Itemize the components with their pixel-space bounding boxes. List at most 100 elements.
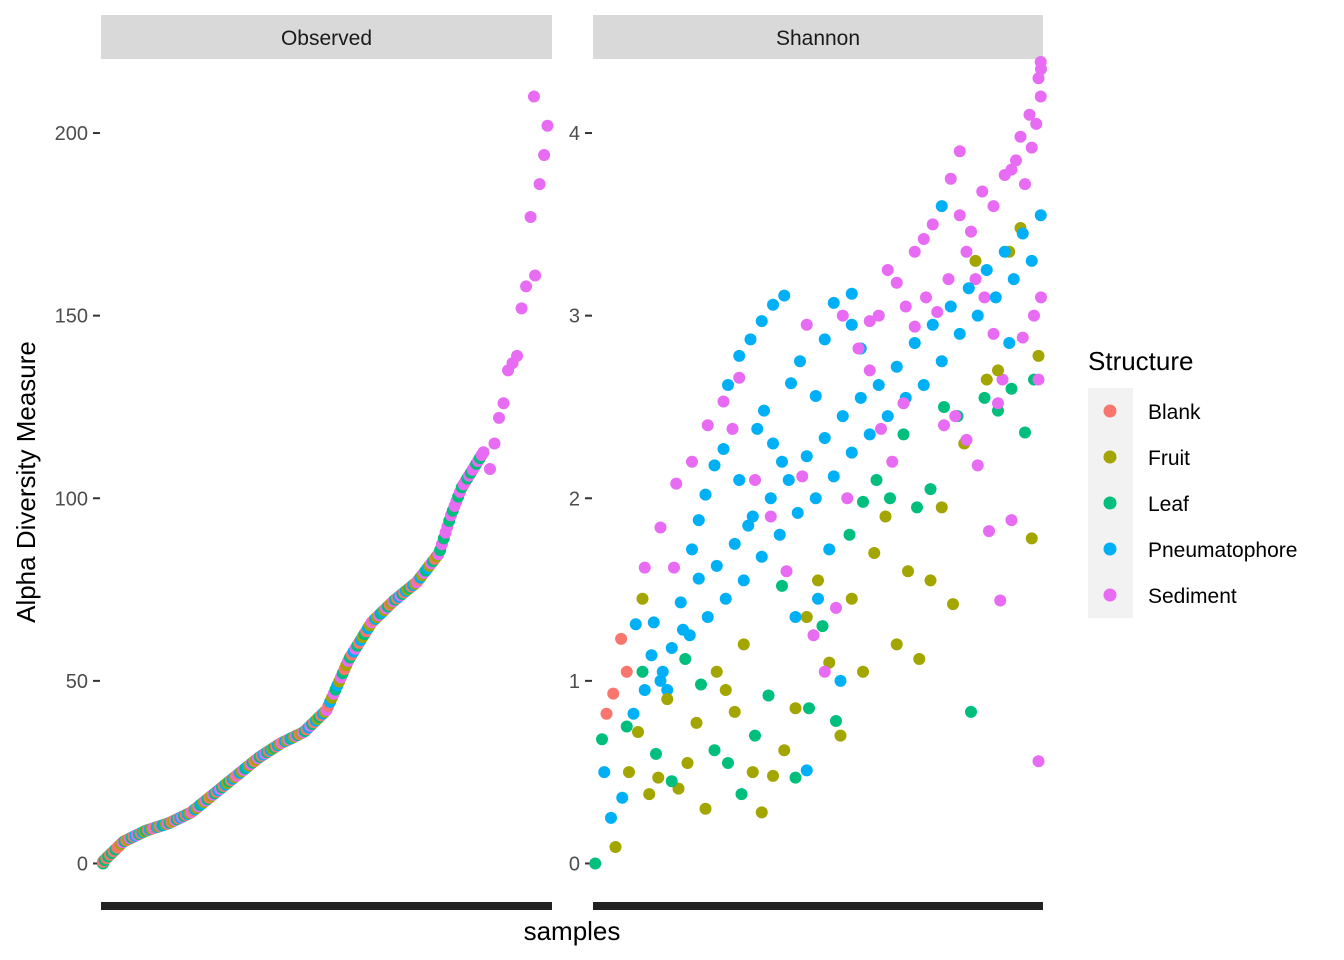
data-point — [965, 705, 977, 718]
data-point — [834, 674, 847, 687]
data-point — [615, 632, 628, 645]
data-point — [897, 397, 910, 410]
data-point — [1032, 349, 1045, 362]
data-point — [785, 377, 797, 390]
data-point — [983, 525, 995, 538]
data-point — [737, 574, 750, 587]
data-point — [620, 720, 633, 733]
data-point — [935, 200, 948, 213]
data-point — [701, 610, 714, 623]
data-point — [623, 766, 635, 779]
data-point — [881, 410, 894, 423]
x-axis-bar-shannon — [593, 902, 1043, 910]
data-point — [524, 211, 537, 224]
data-point — [1025, 254, 1038, 267]
data-point — [998, 169, 1011, 182]
legend-label-fruit: Fruit — [1148, 447, 1190, 470]
data-point — [782, 474, 795, 486]
legend-key-pneumatophore — [1103, 542, 1117, 556]
x-axis-title: samples — [524, 916, 621, 946]
data-point — [661, 693, 674, 706]
data-point — [911, 501, 923, 514]
data-point — [789, 771, 802, 784]
data-point — [1032, 755, 1045, 768]
legend-label-sediment: Sediment — [1148, 585, 1237, 608]
y-tick-label: 50 — [66, 671, 88, 693]
data-point — [620, 665, 633, 678]
data-point — [1023, 108, 1036, 121]
data-point — [629, 618, 642, 631]
legend-label-blank: Blank — [1148, 401, 1201, 424]
data-point — [978, 391, 991, 404]
data-point — [976, 185, 989, 198]
data-point — [722, 379, 734, 392]
strip-shannon — [593, 15, 1043, 59]
data-point — [998, 245, 1011, 258]
data-point — [746, 510, 759, 523]
data-point — [816, 620, 829, 633]
legend-key-sediment — [1103, 588, 1117, 602]
y-tick-label: 2 — [569, 488, 580, 510]
data-point — [515, 302, 528, 315]
data-point — [767, 298, 779, 311]
data-point — [845, 318, 858, 331]
data-point — [717, 395, 730, 408]
panel-shannon: 0 1 2 3 4 — [569, 56, 1047, 875]
data-point — [920, 291, 932, 304]
data-point — [749, 729, 761, 742]
data-point — [992, 364, 1004, 377]
data-point — [652, 771, 665, 784]
data-point — [857, 665, 869, 678]
data-point — [690, 716, 703, 729]
data-point — [737, 638, 750, 651]
data-point — [1025, 532, 1038, 545]
data-point — [681, 757, 694, 770]
data-point — [960, 245, 973, 258]
data-point — [636, 592, 649, 605]
y-tick-label: 1 — [569, 671, 580, 693]
data-point — [836, 309, 849, 322]
data-point — [947, 598, 959, 611]
data-point — [845, 446, 858, 459]
y-tick-label: 100 — [55, 488, 88, 510]
data-point — [699, 488, 712, 501]
data-point — [699, 802, 712, 815]
data-point — [908, 320, 921, 333]
data-point — [924, 574, 937, 587]
data-point — [650, 747, 662, 760]
data-point — [971, 309, 984, 322]
data-point — [953, 145, 966, 158]
data-point — [520, 280, 533, 293]
y-tick-label: 0 — [77, 853, 88, 875]
y-tick-label: 3 — [569, 306, 580, 328]
data-point — [938, 419, 950, 432]
legend: Structure Blank Fruit Leaf Pneumatophore Sed… — [1088, 346, 1297, 618]
data-point — [502, 364, 515, 377]
data-point — [836, 410, 849, 423]
data-point — [870, 474, 883, 486]
data-point — [600, 707, 613, 720]
data-point — [1003, 337, 1016, 350]
data-point — [755, 315, 768, 328]
data-point — [818, 432, 831, 444]
data-point — [656, 665, 669, 678]
data-point — [767, 769, 779, 782]
data-point — [953, 209, 966, 222]
data-point — [762, 689, 775, 702]
data-point — [1032, 72, 1045, 85]
data-point — [1016, 331, 1029, 344]
data-point — [1032, 373, 1045, 386]
y-tick-label: 200 — [55, 123, 88, 145]
data-point — [917, 232, 930, 245]
data-point — [823, 656, 836, 669]
data-point — [908, 337, 921, 350]
legend-label-leaf: Leaf — [1148, 493, 1189, 516]
data-point — [695, 678, 707, 691]
data-point — [872, 309, 885, 322]
data-point — [789, 610, 802, 623]
data-point — [890, 276, 903, 289]
data-point — [938, 400, 950, 413]
data-point — [1030, 117, 1043, 130]
data-point — [834, 729, 847, 742]
data-point — [538, 148, 551, 161]
